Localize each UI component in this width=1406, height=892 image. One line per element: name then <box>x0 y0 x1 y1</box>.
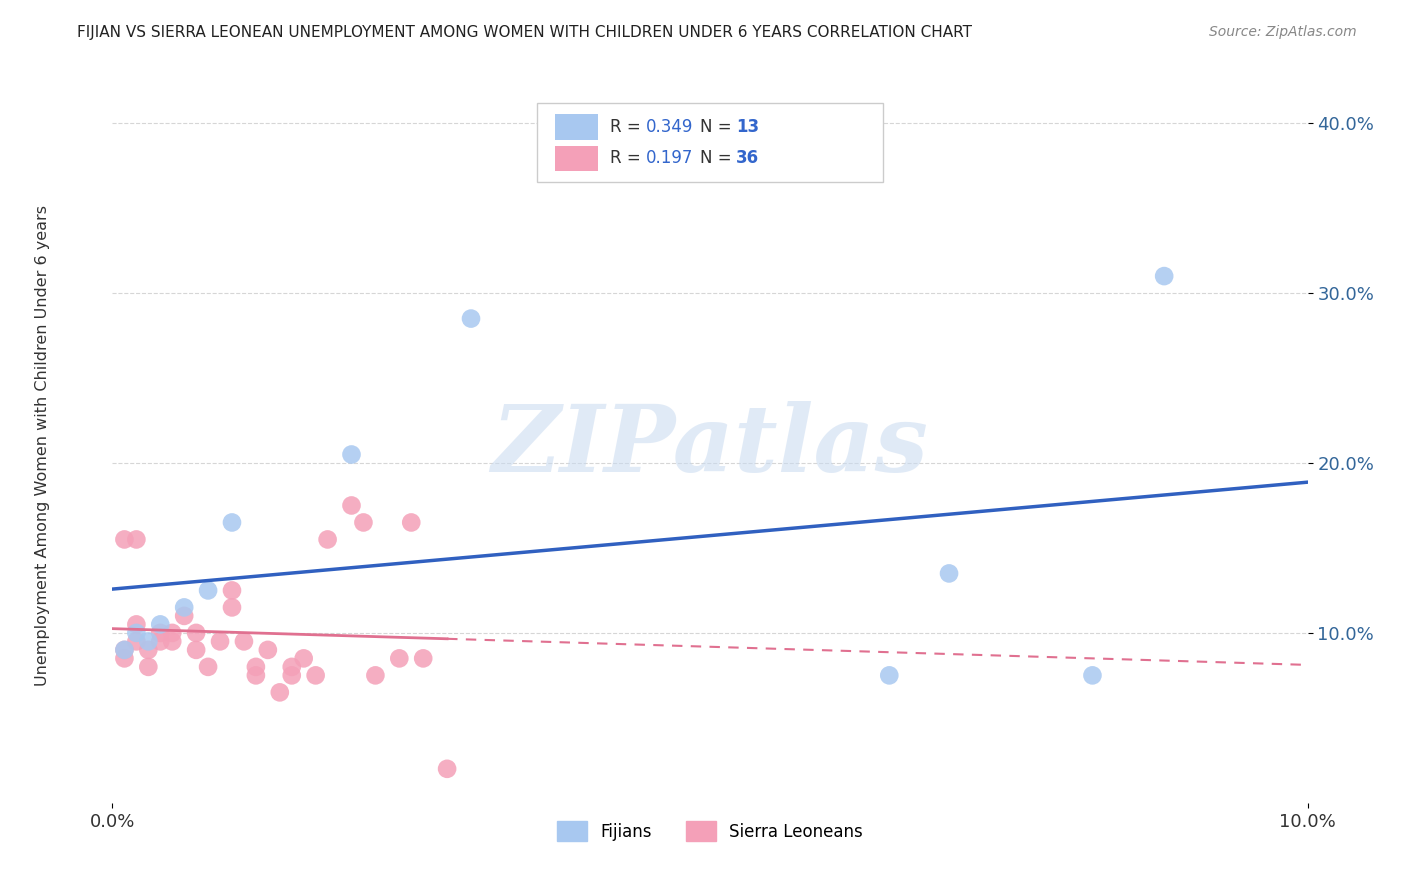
Point <box>125 626 148 640</box>
Text: 13: 13 <box>737 118 759 136</box>
Point <box>114 643 135 657</box>
Text: R =: R = <box>610 150 645 168</box>
Point <box>1081 668 1104 682</box>
Point <box>281 668 304 682</box>
Point <box>364 668 387 682</box>
Legend: Fijians, Sierra Leoneans: Fijians, Sierra Leoneans <box>551 814 869 848</box>
Point <box>221 516 243 530</box>
Point <box>292 651 315 665</box>
Point <box>879 668 901 682</box>
Point <box>221 600 243 615</box>
Point <box>305 668 328 682</box>
Point <box>162 634 183 648</box>
Point <box>460 311 482 326</box>
Point <box>436 762 458 776</box>
Point <box>269 685 291 699</box>
FancyBboxPatch shape <box>554 145 598 171</box>
Point <box>233 634 256 648</box>
Point <box>125 533 148 547</box>
Point <box>138 643 160 657</box>
Text: 36: 36 <box>737 150 759 168</box>
Point <box>149 634 172 648</box>
Point <box>281 660 304 674</box>
Point <box>149 626 172 640</box>
Point <box>197 660 219 674</box>
Point <box>353 516 375 530</box>
Point <box>114 651 135 665</box>
Point <box>125 617 148 632</box>
Point <box>340 499 363 513</box>
Point <box>125 634 148 648</box>
Point <box>173 608 195 623</box>
Point <box>138 634 160 648</box>
Point <box>938 566 960 581</box>
Text: N =: N = <box>700 118 737 136</box>
Point <box>197 583 219 598</box>
Point <box>316 533 339 547</box>
Point <box>114 533 135 547</box>
Point <box>1153 269 1175 284</box>
Point <box>162 626 183 640</box>
Point <box>245 668 267 682</box>
Point <box>257 643 280 657</box>
Text: R =: R = <box>610 118 645 136</box>
FancyBboxPatch shape <box>554 114 598 140</box>
Text: ZIPatlas: ZIPatlas <box>492 401 928 491</box>
Point <box>173 600 195 615</box>
Point <box>340 448 363 462</box>
FancyBboxPatch shape <box>537 103 883 182</box>
Point <box>149 617 172 632</box>
Point <box>114 643 135 657</box>
Point <box>209 634 232 648</box>
Point <box>412 651 434 665</box>
Point <box>245 660 267 674</box>
Point <box>401 516 423 530</box>
Text: N =: N = <box>700 150 737 168</box>
Text: Unemployment Among Women with Children Under 6 years: Unemployment Among Women with Children U… <box>35 205 49 687</box>
Point <box>186 643 208 657</box>
Point <box>138 660 160 674</box>
Text: Source: ZipAtlas.com: Source: ZipAtlas.com <box>1209 25 1357 39</box>
Point <box>221 583 243 598</box>
Point <box>186 626 208 640</box>
Point <box>388 651 411 665</box>
Text: FIJIAN VS SIERRA LEONEAN UNEMPLOYMENT AMONG WOMEN WITH CHILDREN UNDER 6 YEARS CO: FIJIAN VS SIERRA LEONEAN UNEMPLOYMENT AM… <box>77 25 973 40</box>
Text: 0.349: 0.349 <box>645 118 693 136</box>
Text: 0.197: 0.197 <box>645 150 693 168</box>
